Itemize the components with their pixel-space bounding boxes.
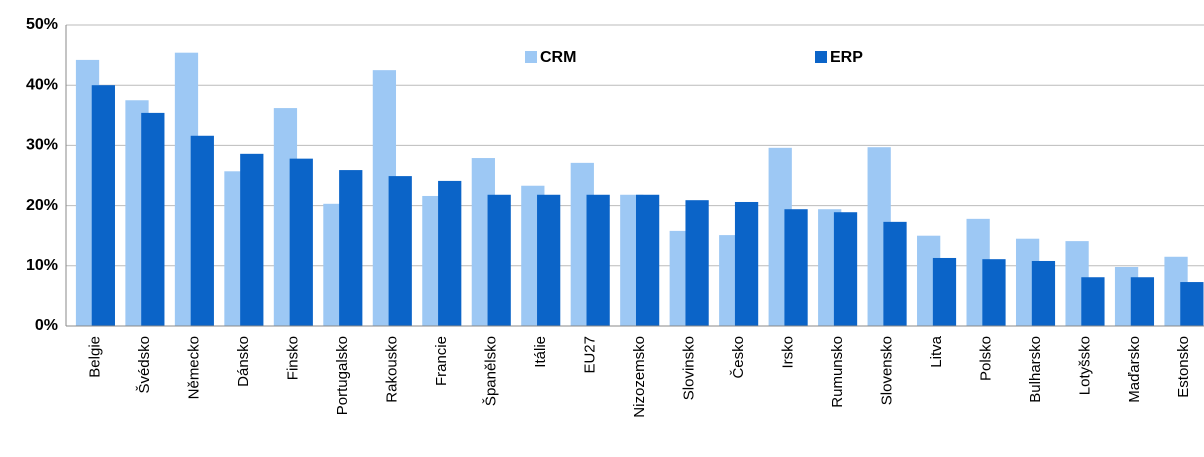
legend-label: CRM xyxy=(540,49,576,66)
bar xyxy=(240,153,264,326)
bar xyxy=(339,170,363,326)
y-tick-label: 30% xyxy=(26,137,58,154)
bar xyxy=(734,201,759,326)
bar xyxy=(833,212,858,326)
bar xyxy=(586,194,610,326)
x-tick-label: Irsko xyxy=(779,336,796,369)
x-tick-label: Česko xyxy=(730,336,747,379)
bar xyxy=(388,176,412,326)
y-tick-label: 0% xyxy=(35,317,58,334)
bar xyxy=(537,194,561,326)
bar xyxy=(487,194,511,326)
x-tick-label: Itálie xyxy=(532,336,549,368)
bar xyxy=(1180,282,1204,326)
x-tick-label: Litva xyxy=(928,335,945,367)
x-tick-label: Maďarsko xyxy=(1126,336,1143,403)
bar xyxy=(289,158,313,326)
bar xyxy=(982,259,1006,326)
bar xyxy=(1081,277,1105,326)
bar xyxy=(1130,277,1155,326)
legend-swatch xyxy=(525,51,537,63)
x-tick-label: Rumunsko xyxy=(829,336,846,408)
x-tick-label: Belgie xyxy=(87,336,104,378)
legend-label: ERP xyxy=(830,49,863,66)
x-tick-label: Slovinsko xyxy=(680,336,697,400)
x-tick-label: Německo xyxy=(186,336,203,399)
bar xyxy=(635,194,660,326)
x-tick-label: Nizozemsko xyxy=(631,336,648,418)
x-tick-label: Polsko xyxy=(977,336,994,381)
legend-swatch xyxy=(815,51,827,63)
x-tick-label: Portugalsko xyxy=(334,336,351,415)
bar xyxy=(141,112,165,326)
y-tick-label: 50% xyxy=(26,16,58,33)
x-tick-label: Rakousko xyxy=(384,336,401,403)
x-tick-label: Estonsko xyxy=(1175,336,1192,398)
x-tick-label: Bulharsko xyxy=(1027,336,1044,403)
bar xyxy=(438,180,462,326)
x-tick-label: Lotyšsko xyxy=(1076,336,1093,395)
y-tick-label: 20% xyxy=(26,197,58,214)
x-tick-label: EU27 xyxy=(581,336,598,374)
x-tick-label: Dánsko xyxy=(235,336,252,387)
bar xyxy=(932,257,957,326)
bar xyxy=(190,135,214,326)
y-tick-label: 40% xyxy=(26,76,58,93)
x-tick-label: Slovensko xyxy=(878,336,895,405)
bar xyxy=(883,221,907,326)
y-tick-label: 10% xyxy=(26,257,58,274)
x-tick-label: Švédsko xyxy=(136,336,153,394)
bar xyxy=(1031,260,1056,326)
x-tick-label: Francie xyxy=(433,336,450,386)
x-tick-label: Finsko xyxy=(285,336,302,380)
x-tick-label: Španělsko xyxy=(483,336,500,406)
bar xyxy=(685,200,709,326)
bar xyxy=(784,209,808,326)
bar xyxy=(91,85,115,326)
